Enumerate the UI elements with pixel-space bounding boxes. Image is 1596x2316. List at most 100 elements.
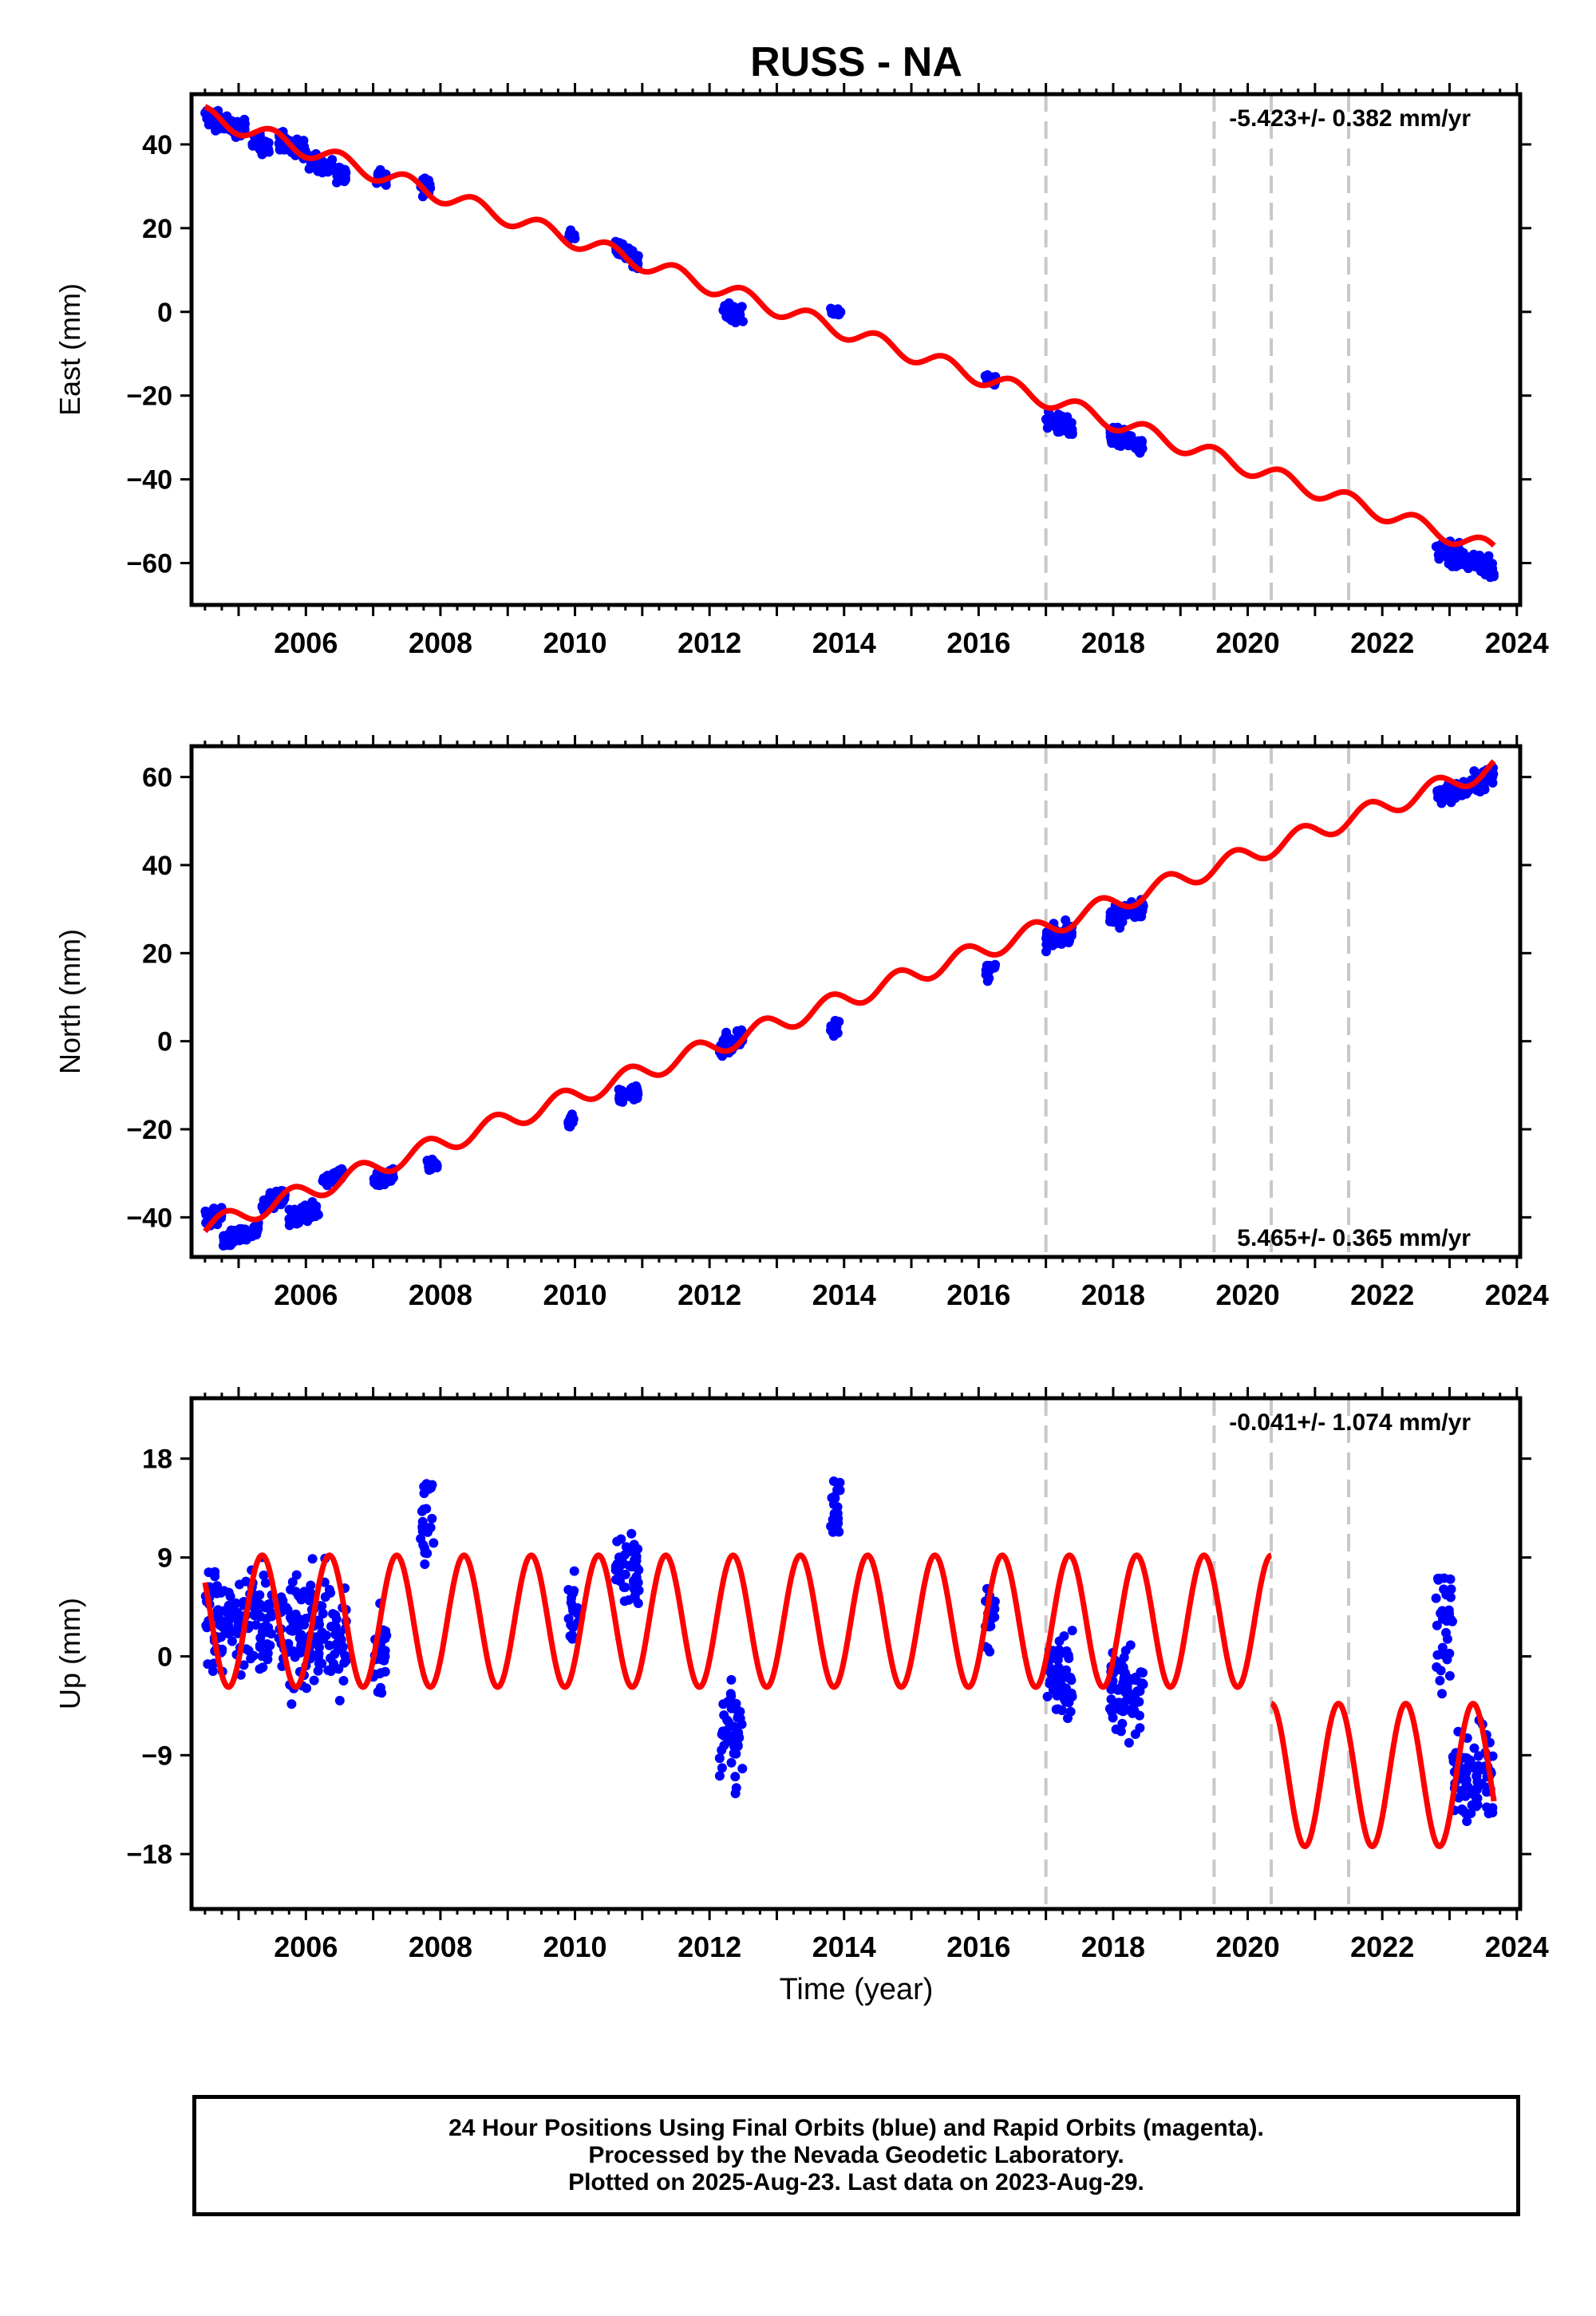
north-point-474 (983, 971, 994, 982)
north-point-158 (265, 1188, 275, 1198)
up-point-466 (828, 1500, 839, 1509)
east-point-675 (1448, 555, 1458, 565)
up-point-475 (832, 1484, 843, 1495)
up-xtick-label: 2014 (812, 1931, 876, 1963)
east-point-117 (263, 138, 274, 148)
up-point-333 (427, 1480, 437, 1490)
east-point-679 (1450, 547, 1460, 558)
up-frame (189, 1396, 1523, 1911)
north-xtick-label: 2020 (1216, 1279, 1280, 1311)
up-point-247 (306, 1580, 316, 1591)
up-point-539 (1065, 1672, 1076, 1682)
up-point-133 (255, 1664, 265, 1674)
up-point-355 (572, 1603, 583, 1613)
up-point-349 (567, 1593, 576, 1603)
up-point-619 (1116, 1663, 1127, 1674)
north-point-110 (230, 1229, 240, 1239)
up-point-181 (313, 1666, 323, 1676)
east-rate-label: -5.423+/- 0.382 mm/yr (1229, 105, 1471, 132)
up-point-331 (421, 1504, 432, 1514)
up-point-632 (1437, 1689, 1447, 1699)
up-point-275 (331, 1614, 342, 1624)
up-point-631 (1439, 1584, 1449, 1595)
up-point-119 (259, 1622, 269, 1632)
up-point-131 (262, 1647, 272, 1658)
up-point-428 (726, 1674, 737, 1685)
up-point-436 (730, 1788, 741, 1799)
up-point-648 (1445, 1592, 1456, 1603)
up-point-733 (1448, 1753, 1459, 1763)
up-point-273 (330, 1649, 340, 1659)
up-xtick-label: 2018 (1081, 1931, 1145, 1963)
east-xtick-label: 2016 (946, 626, 1010, 659)
up-point-268 (290, 1609, 301, 1619)
east-point-167 (279, 144, 290, 155)
north-xtick-label: 2018 (1081, 1279, 1145, 1311)
east-xtick-label: 2008 (409, 626, 472, 659)
up-point-608 (1129, 1698, 1140, 1709)
up-point-148 (318, 1608, 328, 1618)
north-ytick-label: 0 (157, 1027, 172, 1057)
up-point-403 (618, 1582, 629, 1592)
east-point-559 (1126, 431, 1136, 441)
east-point-412 (832, 307, 842, 318)
east-ytick-label: −40 (126, 465, 172, 496)
up-point-653 (1441, 1627, 1451, 1638)
up-point-650 (1435, 1675, 1445, 1686)
east-ytick-label: −20 (126, 381, 172, 412)
east-point-116 (255, 143, 266, 153)
up-point-574 (1124, 1737, 1134, 1748)
up-point-541 (1063, 1650, 1073, 1661)
up-point-626 (1432, 1620, 1442, 1630)
up-point-712 (1472, 1800, 1483, 1810)
up-xtick-label: 2020 (1216, 1931, 1280, 1963)
up-point-655 (1444, 1609, 1455, 1619)
east-point-243 (338, 176, 349, 186)
up-point-330 (427, 1513, 437, 1524)
east-point-557 (1106, 436, 1116, 446)
north-frame (189, 744, 1523, 1259)
up-ylabel: Up (mm) (53, 1598, 86, 1709)
up-point-347 (565, 1631, 575, 1642)
up-point-618 (1107, 1707, 1117, 1717)
up-point-305 (376, 1647, 386, 1658)
north-point-342 (567, 1115, 578, 1125)
north-xtick-label: 2024 (1485, 1279, 1549, 1311)
north-point-304 (372, 1180, 382, 1190)
north-xtick-label: 2016 (946, 1279, 1010, 1311)
up-point-37 (239, 1660, 249, 1670)
north-point-475 (987, 963, 998, 973)
north-point-262 (324, 1175, 334, 1185)
east-point-349 (630, 252, 641, 263)
up-point-737 (1469, 1785, 1479, 1796)
up-point-400 (631, 1572, 642, 1583)
up-point-440 (717, 1745, 727, 1755)
up-point-270 (314, 1642, 324, 1653)
up-point-742 (1465, 1755, 1476, 1765)
up-point-418 (717, 1763, 727, 1773)
north-ytick-label: 60 (142, 763, 172, 793)
up-point-552 (1047, 1670, 1057, 1680)
up-point-451 (733, 1705, 743, 1716)
up-point-121 (231, 1609, 241, 1619)
up-point-226 (314, 1615, 324, 1626)
up-point-612 (1135, 1686, 1145, 1696)
up-point-396 (610, 1561, 621, 1571)
east-xtick-label: 2022 (1350, 626, 1414, 659)
up-point-177 (307, 1554, 318, 1564)
north-model-line-0 (203, 759, 1496, 1234)
up-point-399 (630, 1594, 640, 1603)
north-xtick-label: 2010 (543, 1279, 606, 1311)
north-point-595 (1107, 915, 1117, 925)
up-point-621 (1118, 1678, 1128, 1688)
up-point-263 (336, 1634, 346, 1645)
east-xtick-label: 2010 (543, 626, 606, 659)
north-point-154 (263, 1196, 273, 1205)
up-point-138 (255, 1611, 266, 1622)
north-point-531 (1041, 933, 1051, 943)
up-point-243 (330, 1622, 341, 1632)
up-point-155 (287, 1577, 298, 1587)
up-point-550 (1055, 1689, 1065, 1699)
up-point-231 (326, 1587, 336, 1598)
up-xtick-label: 2006 (274, 1931, 338, 1963)
